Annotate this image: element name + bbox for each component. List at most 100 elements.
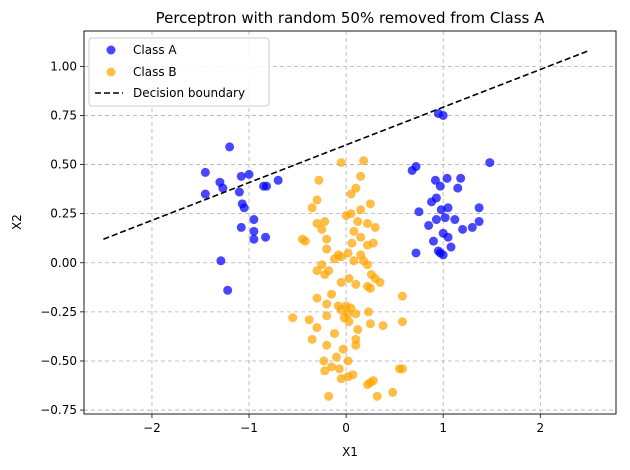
y-axis-label: X2	[10, 214, 24, 230]
class-b-point	[370, 222, 380, 232]
class-b-point	[312, 293, 322, 303]
class-b-point	[356, 232, 366, 242]
class-a-point	[427, 197, 437, 207]
class-b-point	[351, 309, 361, 319]
class-a-point	[249, 226, 259, 236]
class-b-point	[338, 344, 348, 354]
class-a-point	[474, 203, 484, 213]
class-b-point	[365, 319, 375, 329]
class-b-point	[349, 226, 359, 236]
class-b-point	[378, 321, 388, 331]
class-a-point	[450, 215, 460, 225]
class-b-point	[322, 299, 332, 309]
class-a-point	[236, 222, 246, 232]
class-b-point	[336, 305, 346, 315]
class-b-point	[320, 366, 330, 376]
class-b-point	[346, 189, 356, 199]
class-a-point	[443, 203, 453, 213]
class-b-point	[353, 325, 363, 335]
y-tick-label: 0.75	[50, 108, 77, 122]
legend-marker-class-b	[106, 67, 116, 77]
class-b-point	[359, 156, 369, 166]
class-b-point	[324, 391, 334, 401]
class-b-point	[362, 260, 372, 270]
class-a-point	[216, 256, 226, 266]
class-b-point	[322, 244, 332, 254]
class-a-point	[456, 173, 466, 183]
class-a-point	[435, 181, 445, 191]
class-a-point	[438, 250, 448, 260]
class-b-point	[331, 352, 341, 362]
class-b-point	[320, 217, 330, 227]
class-b-point	[343, 248, 353, 258]
class-b-point	[347, 238, 357, 248]
class-b-point	[353, 217, 363, 227]
class-b-point	[322, 340, 332, 350]
class-b-point	[348, 370, 358, 380]
class-a-point	[485, 158, 495, 168]
y-tick-label: 0.00	[50, 256, 77, 270]
class-b-point	[363, 307, 373, 317]
class-a-point	[443, 232, 453, 242]
class-b-point	[362, 218, 372, 228]
class-b-point	[307, 203, 317, 213]
x-tick-label: 0	[342, 421, 350, 435]
legend-marker-class-a	[106, 45, 116, 55]
x-tick-label: 1	[439, 421, 447, 435]
class-a-point	[424, 220, 434, 230]
x-tick-label: −1	[240, 421, 258, 435]
y-tick-label: 0.50	[50, 158, 77, 172]
class-a-point	[438, 110, 448, 120]
legend-label-class-b: Class B	[133, 65, 177, 79]
class-a-point	[446, 242, 456, 252]
ticks: −2 −1 0 1 2 −0.75 −0.50 −0.25 0.00 0.25 0.50 0.75 1.…	[40, 59, 544, 435]
decision-boundary-line	[103, 49, 590, 240]
marks	[103, 49, 590, 401]
class-a-point	[440, 213, 450, 223]
class-a-point	[225, 142, 235, 152]
class-a-point	[407, 165, 417, 175]
class-a-point	[436, 205, 446, 215]
class-b-point	[343, 356, 353, 366]
class-b-point	[288, 313, 298, 323]
x-axis-label: X1	[342, 445, 358, 459]
class-b-point	[317, 224, 327, 234]
class-b-point	[312, 266, 322, 276]
x-tick-label: −2	[143, 421, 161, 435]
class-a-point	[458, 224, 468, 234]
plot-frame	[83, 30, 617, 415]
class-a-point	[442, 173, 452, 183]
class-b-point	[351, 340, 361, 350]
class-b-point	[312, 323, 322, 333]
class-a-point	[200, 189, 210, 199]
class-b-point	[322, 311, 332, 321]
legend-label-class-a: Class A	[133, 43, 177, 57]
class-a-point	[414, 207, 424, 217]
class-b-point	[319, 356, 329, 366]
class-b-point	[372, 391, 382, 401]
class-a-point	[474, 217, 484, 227]
class-a-point	[428, 236, 438, 246]
class-b-point	[327, 289, 337, 299]
class-b-point	[320, 270, 330, 280]
class-a-point	[249, 215, 259, 225]
class-b-point	[336, 277, 346, 287]
chart-title: Perceptron with random 50% removed from …	[156, 9, 546, 27]
class-b-point	[334, 364, 344, 374]
x-tick-label: 2	[536, 421, 544, 435]
class-b-point	[329, 328, 339, 338]
y-tick-label: 0.25	[50, 207, 77, 221]
class-a-point	[262, 181, 272, 191]
y-tick-label: −0.50	[40, 354, 77, 368]
class-a-point	[261, 232, 271, 242]
class-b-point	[341, 211, 351, 221]
class-b-point	[304, 315, 314, 325]
class-b-point	[336, 158, 346, 168]
class-b-point	[375, 277, 385, 287]
class-a-point	[249, 234, 259, 244]
class-b-point	[300, 236, 310, 246]
class-b-point	[312, 195, 322, 205]
class-b-point	[356, 171, 366, 181]
class-b-point	[365, 199, 375, 209]
class-b-point	[397, 317, 407, 327]
